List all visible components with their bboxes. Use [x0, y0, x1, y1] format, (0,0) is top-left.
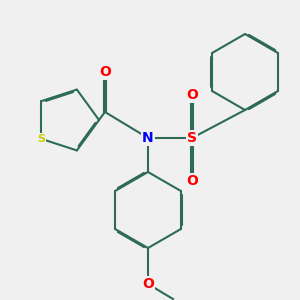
Text: O: O — [142, 277, 154, 291]
Text: O: O — [186, 174, 198, 188]
Text: O: O — [99, 65, 111, 79]
Text: S: S — [187, 131, 197, 145]
Text: O: O — [186, 88, 198, 102]
Text: S: S — [37, 134, 45, 144]
Text: N: N — [142, 131, 154, 145]
